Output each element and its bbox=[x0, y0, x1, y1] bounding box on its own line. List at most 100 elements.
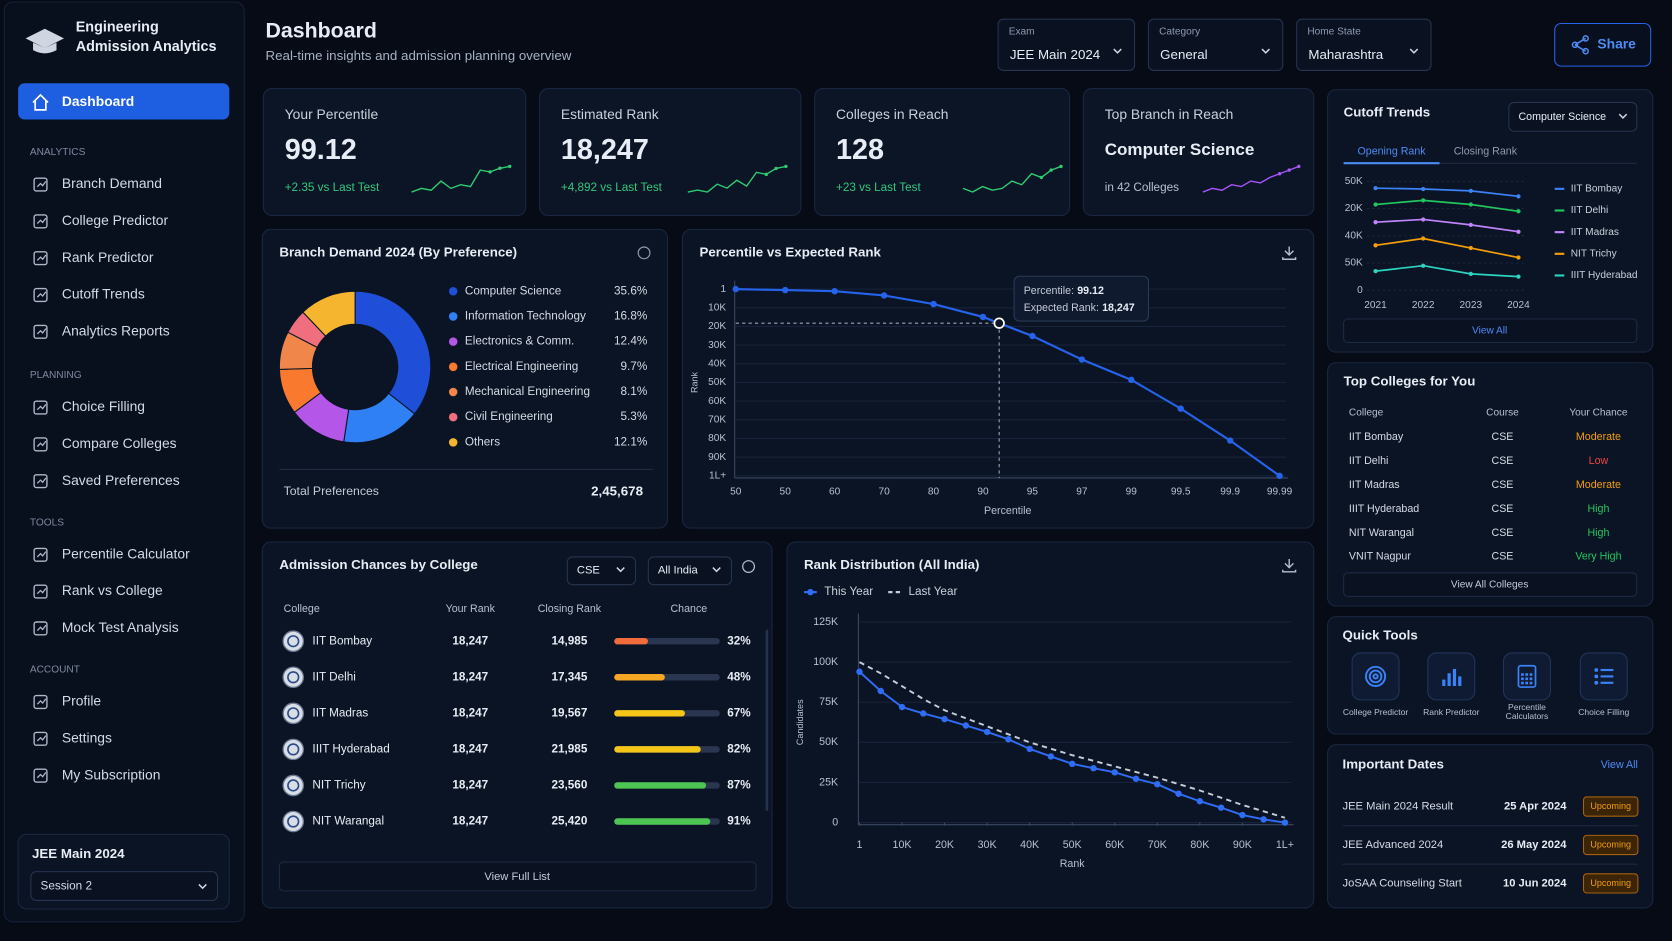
nav-item[interactable]: Percentile Calculator bbox=[62, 545, 190, 561]
nav-item[interactable]: Profile bbox=[62, 693, 102, 709]
nav-item[interactable]: Rank Predictor bbox=[62, 249, 154, 265]
panel-title: Important Dates bbox=[1343, 756, 1444, 771]
data-point bbox=[1516, 274, 1521, 279]
tab[interactable]: Opening Rank bbox=[1357, 145, 1426, 157]
nav-icon bbox=[33, 584, 48, 599]
sparkline bbox=[1202, 165, 1300, 193]
y-tick-label: 75K bbox=[819, 696, 838, 708]
y-tick-label: 30K bbox=[708, 340, 726, 351]
filter-select[interactable] bbox=[1508, 101, 1638, 132]
nav-icon bbox=[36, 328, 47, 335]
nav-section: TOOLS bbox=[30, 517, 64, 528]
session-value: Session 2 bbox=[41, 880, 92, 893]
y-axis-title: Rank bbox=[690, 371, 700, 393]
value-label: 9.7% bbox=[621, 360, 648, 373]
nav-item[interactable]: Analytics Reports bbox=[62, 322, 170, 338]
data-point bbox=[1516, 209, 1521, 214]
nav-item[interactable]: Cutoff Trends bbox=[62, 286, 145, 302]
tool-icon bbox=[1452, 668, 1457, 687]
x-tick-label: 99.99 bbox=[1267, 487, 1293, 498]
tool-button[interactable] bbox=[1351, 652, 1400, 701]
nav-item[interactable]: Settings bbox=[62, 729, 112, 745]
college-logo bbox=[282, 738, 305, 761]
nav-item[interactable]: Branch Demand bbox=[62, 175, 162, 191]
nav-item: Dashboard bbox=[62, 93, 134, 109]
x-tick-label: 99.5 bbox=[1171, 487, 1191, 498]
legend-label: IIT Delhi bbox=[1571, 205, 1609, 216]
nav-item[interactable]: Compare Colleges bbox=[62, 435, 177, 451]
link-button[interactable] bbox=[1343, 572, 1638, 597]
nav-section: PLANNING bbox=[30, 370, 82, 381]
tool-icon bbox=[1525, 681, 1529, 685]
column-header: College bbox=[1349, 408, 1384, 419]
share-icon bbox=[1582, 35, 1589, 42]
share-label: Share bbox=[1597, 35, 1636, 51]
kpi-card bbox=[262, 88, 527, 217]
data-point bbox=[1421, 186, 1426, 192]
tool-button[interactable] bbox=[1427, 652, 1476, 701]
nav-item[interactable]: Mock Test Analysis bbox=[62, 619, 179, 635]
download-icon[interactable] bbox=[1282, 559, 1297, 573]
nav-item[interactable]: Rank vs College bbox=[62, 582, 163, 598]
link-button[interactable] bbox=[278, 861, 757, 892]
y-tick-label: 50K bbox=[819, 736, 838, 748]
x-tick-label: 2021 bbox=[1364, 300, 1387, 311]
share-icon bbox=[1571, 41, 1579, 49]
status-badge bbox=[1582, 796, 1639, 817]
x-tick-label: 2024 bbox=[1507, 300, 1530, 311]
y-tick-label: 20K bbox=[1345, 203, 1363, 214]
filter-select[interactable] bbox=[997, 18, 1136, 71]
y-tick-label: 20K bbox=[708, 321, 726, 332]
nav-item[interactable]: Choice Filling bbox=[62, 398, 145, 414]
data-point bbox=[1111, 769, 1118, 776]
data-point bbox=[1276, 472, 1283, 480]
tab[interactable]: Closing Rank bbox=[1454, 145, 1518, 157]
x-tick-label: 60 bbox=[829, 487, 841, 498]
y-tick-label: 40K bbox=[708, 358, 726, 369]
data-point bbox=[1132, 775, 1140, 782]
filter-select[interactable] bbox=[1147, 18, 1284, 71]
nav-active[interactable] bbox=[18, 83, 230, 120]
data-point bbox=[962, 722, 970, 729]
tool-label: Choice Filling bbox=[1578, 707, 1629, 717]
series-line bbox=[1375, 237, 1519, 259]
tool-icon bbox=[1372, 673, 1379, 680]
session-select[interactable] bbox=[30, 871, 219, 901]
data-point bbox=[898, 703, 906, 711]
tool-icon bbox=[1525, 677, 1529, 681]
download-icon[interactable] bbox=[1282, 246, 1297, 260]
data-point bbox=[1175, 790, 1182, 797]
nav-item[interactable]: My Subscription bbox=[62, 766, 161, 782]
legend-label: Civil Engineering bbox=[465, 410, 553, 423]
nav-icon bbox=[33, 474, 48, 489]
spark-dot bbox=[488, 170, 492, 174]
filter-select[interactable] bbox=[566, 556, 637, 586]
college-name: NIT Warangal bbox=[312, 815, 384, 828]
data-point bbox=[1196, 798, 1204, 805]
nav-item[interactable]: Saved Preferences bbox=[62, 472, 180, 488]
nav-item[interactable]: College Predictor bbox=[62, 212, 169, 228]
link-button[interactable] bbox=[1343, 318, 1638, 344]
filter-select[interactable] bbox=[647, 556, 733, 586]
tool-button[interactable] bbox=[1502, 652, 1551, 701]
cell: 19,567 bbox=[552, 706, 588, 719]
filter-select[interactable] bbox=[1296, 18, 1432, 71]
nav-icon bbox=[36, 772, 47, 779]
nav-icon bbox=[33, 437, 48, 452]
cell: 18,247 bbox=[452, 706, 488, 719]
cell: CSE bbox=[1492, 479, 1514, 491]
college-logo bbox=[287, 779, 300, 792]
share-button[interactable] bbox=[1554, 22, 1652, 67]
chevron bbox=[616, 567, 625, 573]
data-point bbox=[1516, 255, 1521, 260]
x-tick-label: 1L+ bbox=[1276, 839, 1294, 851]
y-tick-label: 50K bbox=[708, 377, 726, 388]
y-tick-label: 1 bbox=[721, 284, 727, 295]
data-point bbox=[880, 292, 888, 299]
legend-label: This Year bbox=[824, 585, 873, 598]
data-point bbox=[930, 300, 937, 308]
link[interactable]: View All bbox=[1601, 759, 1638, 771]
nav-icon bbox=[33, 251, 48, 266]
data-point bbox=[1468, 188, 1473, 194]
